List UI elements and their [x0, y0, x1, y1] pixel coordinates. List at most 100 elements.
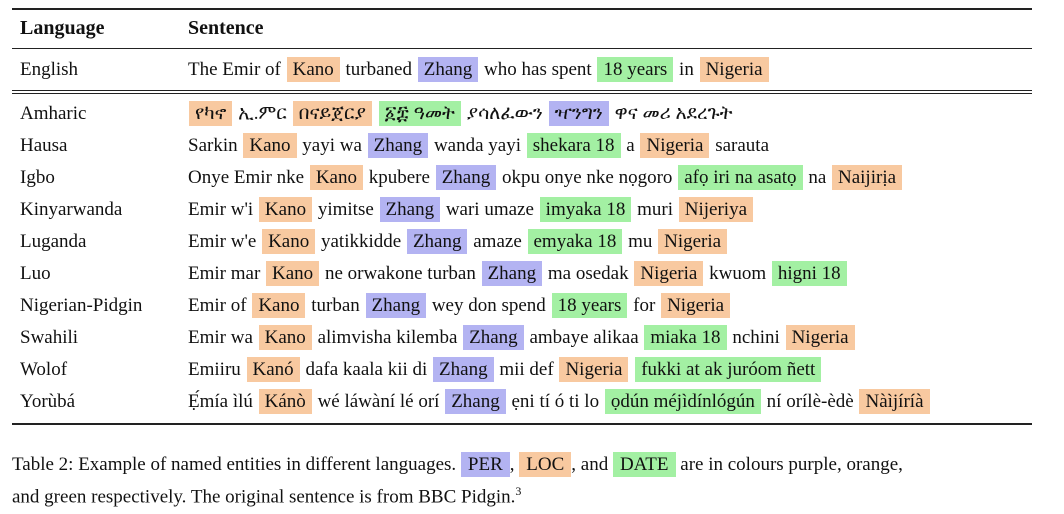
caption-date-tag: DATE [612, 452, 676, 477]
table-row: Yorùbá Ẹ́mía ìlú Kánò wé láwàní lé orí Zh… [0, 386, 1064, 418]
sentence-text: turbaned [345, 59, 412, 80]
sentence-text: Emir w'i [188, 199, 254, 220]
sentence-text: kwuom [709, 263, 767, 284]
sentence-text: wé láwàní lé orí [317, 391, 440, 412]
caption-sep1: , [509, 454, 515, 475]
caption-loc-tag: LOC [519, 452, 572, 477]
caption-sep2: , and [571, 454, 609, 475]
sentence-text: yayi wa [302, 135, 362, 156]
entity-per: Zhang [463, 325, 524, 350]
entity-per: Zhang [365, 293, 427, 318]
row-sentence: Emir w'e Kano yatikkidde Zhang amaze emy… [188, 226, 728, 258]
caption-footnote: 3 [515, 484, 522, 498]
entity-loc: Kánò [258, 389, 312, 414]
entity-loc: Nigeria [699, 57, 769, 82]
sentence-text: amaze [473, 231, 522, 252]
table-row: Wolof Emiiru Kanó dafa kaala kii di Zhang… [0, 354, 1064, 386]
sentence-text: wanda yayi [433, 135, 521, 156]
caption-prefix: Table 2: Example of named entities in di… [12, 454, 457, 475]
sentence-text: for [633, 295, 656, 316]
sentence-text: who has spent [484, 59, 592, 80]
sentence-text: ẹni tí ó ti lo [511, 391, 600, 412]
row-language: Wolof [20, 359, 68, 380]
entity-date: fukki at ak juróom ñett [635, 357, 822, 382]
sentence-text: yatikkidde [320, 231, 402, 252]
entity-loc: Nigeria [658, 229, 728, 254]
row-sentence: The Emir of Kano turbaned Zhang who has … [188, 54, 770, 86]
sentence-text: kpubere [368, 167, 430, 188]
table-row: Igbo Onye Emir nke Kano kpubere Zhang okp… [0, 162, 1064, 194]
row-language: Luganda [20, 231, 87, 252]
entity-per: Zhang [435, 165, 497, 190]
sentence-text: ዋና መሪ አደረጉት [614, 103, 733, 124]
table-row: Kinyarwanda Emir w'i Kano yimitse Zhang w… [0, 194, 1064, 226]
entity-per: Zhang [445, 389, 506, 414]
divider-rule-1 [12, 90, 1032, 91]
entity-date: ọdún méjìdínlógún [604, 389, 761, 414]
entity-loc: Nigeria [661, 293, 731, 318]
row-language: Hausa [20, 135, 68, 156]
entity-loc: Nigeria [559, 357, 629, 382]
entity-loc: Nigeria [634, 261, 704, 286]
entity-per: Zhang [379, 197, 441, 222]
sentence-text: ní orílè-èdè [766, 391, 854, 412]
entity-loc: Naijirịa [832, 165, 903, 190]
entity-per: Zhang [367, 133, 429, 158]
sentence-text: wari umaze [445, 199, 534, 220]
sentence-text: Emir wa [188, 327, 253, 348]
sentence-text: alimvisha kilemba [317, 327, 458, 348]
row-language: Nigerian-Pidgin [20, 295, 143, 316]
sentence-text: ma osedak [547, 263, 629, 284]
entity-loc: Kano [309, 165, 363, 190]
entity-per: ዣንግን [548, 101, 609, 126]
sentence-text: yimitse [317, 199, 374, 220]
entity-loc: Kano [252, 293, 306, 318]
sentence-text: in [679, 59, 694, 80]
row-language: Kinyarwanda [20, 199, 123, 220]
entity-date: ፩፰ ዓመት [378, 101, 461, 126]
row-sentence: Sarkin Kano yayi wa Zhang wanda yayi she… [188, 130, 769, 162]
row-sentence: Emir w'i Kano yimitse Zhang wari umaze i… [188, 194, 754, 226]
row-language: Igbo [20, 167, 55, 188]
table-caption: Table 2: Example of named entities in di… [12, 452, 1057, 510]
row-language: English [20, 59, 79, 80]
sentence-text: sarauta [715, 135, 770, 156]
sentence-text: na [808, 167, 827, 188]
table-row: Luo Emir mar Kano ne orwakone turban Zhan… [0, 258, 1064, 290]
entity-loc: Kano [258, 325, 312, 350]
sentence-text: Emir w'e [188, 231, 257, 252]
sentence-text: mii def [499, 359, 554, 380]
entity-loc: Kano [286, 57, 340, 82]
row-language: Amharic [20, 103, 87, 124]
sentence-text: The Emir of [188, 59, 281, 80]
row-sentence: Onye Emir nke Kano kpubere Zhang okpu on… [188, 162, 903, 194]
header-language: Language [20, 17, 105, 39]
entity-loc: Kanó [246, 357, 300, 382]
sentence-text: Ẹ́mía ìlú [188, 391, 253, 412]
sentence-text: muri [637, 199, 673, 220]
row-sentence: Emir wa Kano alimvisha kilemba Zhang amb… [188, 322, 856, 354]
table-row: Swahili Emir wa Kano alimvisha kilemba Zh… [0, 322, 1064, 354]
table-row: Luganda Emir w'e Kano yatikkidde Zhang am… [0, 226, 1064, 258]
entity-loc: Nàìjíríà [859, 389, 930, 414]
row-sentence: Emiiru Kanó dafa kaala kii di Zhang mii … [188, 354, 822, 386]
entity-per: Zhang [406, 229, 468, 254]
header-sentence: Sentence [188, 17, 264, 39]
caption-line1-end: are in colours purple, orange, [680, 454, 903, 475]
bottom-rule [12, 423, 1032, 425]
divider-rule-2 [12, 93, 1032, 94]
row-language: Swahili [20, 327, 79, 348]
sentence-text: Sarkin [188, 135, 238, 156]
entity-loc: Nigeria [640, 133, 710, 158]
row-language: Yorùbá [20, 391, 76, 412]
entity-date: 18 years [597, 57, 674, 82]
sentence-text: wey don spend [431, 295, 546, 316]
entity-loc: Kano [266, 261, 320, 286]
table-row-english: English The Emir of Kano turbaned Zhang … [0, 54, 1064, 86]
entity-loc: Kano [258, 197, 313, 222]
sentence-text: Emir of [188, 295, 247, 316]
sentence-text: Emir mar [188, 263, 261, 284]
sentence-text: ኢ.ምር [238, 103, 287, 124]
row-sentence: Emir mar Kano ne orwakone turban Zhang m… [188, 258, 848, 290]
